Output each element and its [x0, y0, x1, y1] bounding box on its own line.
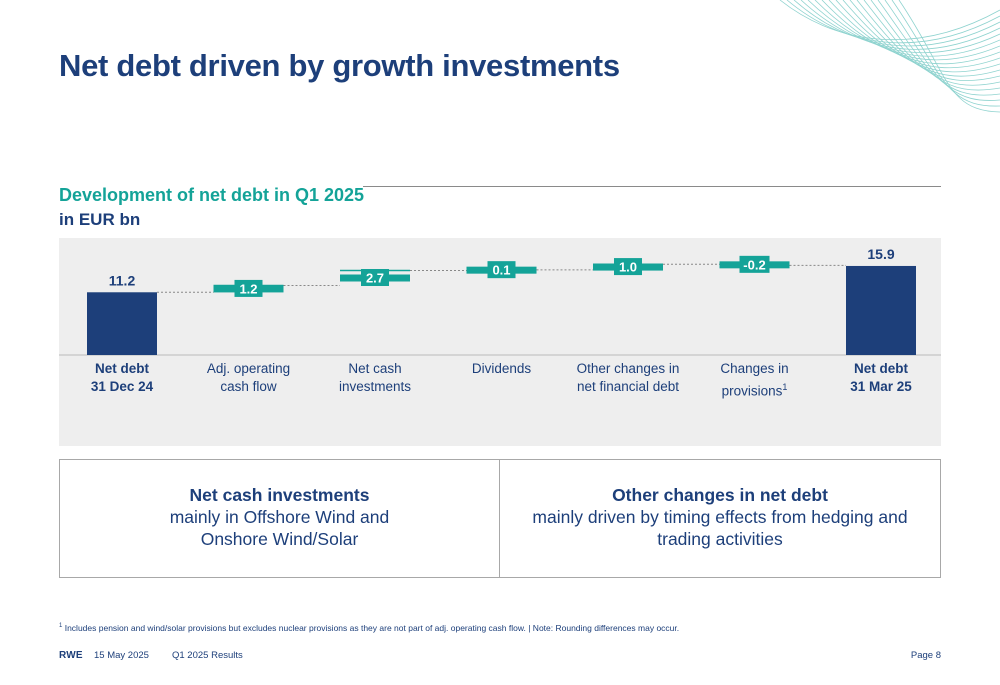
delta-label-box	[234, 279, 263, 297]
info-box-line: mainly driven by timing effects from hed…	[532, 507, 908, 527]
total-bar	[846, 265, 916, 355]
decorative-wave-line	[884, 0, 1000, 101]
delta-label-box	[614, 258, 642, 276]
footnote-reference: 1	[782, 382, 788, 392]
footnote: 1 Includes pension and wind/solar provis…	[59, 623, 679, 633]
decorative-wave-line	[779, 0, 1000, 41]
category-label-line: Net cash	[348, 361, 402, 376]
decorative-wave-line	[856, 0, 1000, 81]
category-label-line: cash flow	[220, 379, 277, 394]
decorative-wave-line	[793, 0, 1000, 47]
footnote-text: Includes pension and wind/solar provisio…	[64, 623, 680, 633]
category-label-line: Changes in	[720, 361, 789, 376]
category-label-line: provisions1	[721, 382, 788, 399]
waterfall-chart: 11.2 1.2 2.7 0.1 1.0 -0.2 15.9 Net debt 31 Dec …	[59, 238, 941, 446]
decorative-wave-line	[863, 0, 1000, 86]
info-box-line: mainly in Offshore Wind and	[169, 507, 390, 527]
decorative-wave-line	[821, 0, 1000, 61]
info-box-text: mainly in Offshore Wind and Onshore Wind…	[60, 506, 499, 550]
delta-bar-value-label: 1.0	[619, 260, 637, 275]
page-title: Net debt driven by growth investments	[59, 48, 620, 83]
decorative-wave-lines	[779, 0, 1000, 113]
category-label: Changes in provisions1	[690, 360, 820, 401]
page-number: Page 8	[910, 650, 941, 661]
category-label: Dividends	[437, 360, 567, 378]
chart-unit-label: in EUR bn	[59, 210, 141, 229]
info-box-title: Other changes in net debt	[612, 485, 828, 505]
delta-bar-value-label: -0.2	[743, 257, 765, 272]
category-label-line: net financial debt	[576, 379, 680, 394]
decorative-wave-line	[828, 0, 1000, 65]
delta-bar-value-label: 1.2	[239, 281, 257, 296]
category-label: Adj. operating cash flow	[184, 360, 314, 396]
total-bar-value-label: 15.9	[867, 246, 894, 262]
info-box-net-cash-investments: Net cash investments mainly in Offshore …	[59, 459, 500, 578]
footer-report-name: Q1 2025 Results	[172, 650, 243, 661]
category-label: Net cash investments	[310, 360, 440, 396]
delta-label-box	[739, 255, 770, 273]
category-label-line: Net debt	[95, 361, 149, 376]
chart-subtitle: Development of net debt in Q1 2025	[59, 185, 365, 205]
delta-label-box	[487, 261, 516, 279]
category-label-line: Other changes in	[576, 361, 680, 376]
info-box-line: Onshore Wind/Solar	[200, 529, 359, 549]
subtitle-divider	[363, 186, 941, 187]
category-label-line: Net debt	[854, 361, 908, 376]
category-label: Net debt 31 Dec 24	[57, 360, 187, 396]
category-label-line: Adj. operating	[206, 361, 291, 376]
delta-bar-value-label: 2.7	[366, 271, 384, 286]
total-bar	[87, 292, 157, 355]
footnote-marker: 1	[59, 623, 63, 630]
info-box-title: Net cash investments	[189, 485, 370, 505]
category-label: Other changes in net financial debt	[563, 360, 693, 396]
delta-label-box	[361, 269, 389, 286]
info-box-line: trading activities	[657, 529, 783, 549]
rwe-logo: RWE	[59, 650, 83, 661]
decorative-wave-line	[870, 0, 1000, 91]
decorative-wave-line	[877, 0, 1000, 96]
category-label-line: Dividends	[471, 361, 532, 376]
total-bar-value-label: 11.2	[109, 272, 136, 288]
decorative-wave-line	[891, 0, 1000, 107]
decorative-wave-line	[800, 0, 1000, 50]
footer-date: 15 May 2025	[94, 650, 149, 661]
category-label: Net debt 31 Mar 25	[816, 360, 946, 396]
decorative-wave-line	[898, 0, 1000, 113]
info-box-text: mainly driven by timing effects from hed…	[500, 506, 940, 550]
delta-bar-value-label: 0.1	[492, 263, 510, 278]
category-label-line: investments	[338, 379, 412, 394]
info-box-other-changes: Other changes in net debt mainly driven …	[500, 459, 941, 578]
category-label-line: 31 Dec 24	[90, 379, 154, 394]
chart-canvas: 11.2 1.2 2.7 0.1 1.0 -0.2 15.9	[59, 246, 941, 356]
category-label-line: 31 Mar 25	[850, 379, 912, 394]
